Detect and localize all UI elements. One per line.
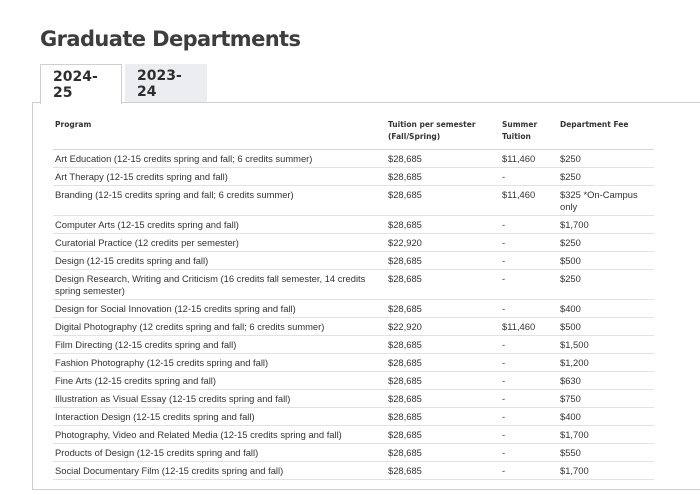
cell-tuition: $28,685 xyxy=(386,407,500,426)
cell-program: Branding (12-15 credits spring and fall;… xyxy=(53,185,386,216)
cell-tuition: $28,685 xyxy=(386,461,500,480)
table-row: Products of Design (12-15 credits spring… xyxy=(53,443,654,462)
cell-program: Film Directing (12-15 credits spring and… xyxy=(53,335,386,354)
cell-department-fee: $325 *On-Campus only xyxy=(558,185,654,216)
column-header-summer-tuition: Summer Tuition xyxy=(500,117,558,150)
cell-tuition: $28,685 xyxy=(386,335,500,354)
cell-summer-tuition: - xyxy=(500,461,558,480)
cell-program: Art Education (12-15 credits spring and … xyxy=(53,149,386,168)
tuition-table: Program Tuition per semester (Fall/Sprin… xyxy=(53,117,654,480)
cell-summer-tuition: $11,460 xyxy=(500,185,558,216)
table-row: Computer Arts (12-15 credits spring and … xyxy=(53,215,654,234)
column-header-department-fee: Department Fee xyxy=(558,117,654,150)
cell-summer-tuition: - xyxy=(500,425,558,444)
cell-department-fee: $1,700 xyxy=(558,215,654,234)
page-title: Graduate Departments xyxy=(40,27,301,51)
cell-summer-tuition: - xyxy=(500,269,558,300)
column-header-tuition: Tuition per semester (Fall/Spring) xyxy=(386,117,500,150)
cell-program: Art Therapy (12-15 credits spring and fa… xyxy=(53,167,386,186)
cell-department-fee: $250 xyxy=(558,149,654,168)
table-row: Illustration as Visual Essay (12-15 cred… xyxy=(53,389,654,408)
cell-summer-tuition: - xyxy=(500,215,558,234)
cell-tuition: $28,685 xyxy=(386,353,500,372)
cell-program: Design (12-15 credits spring and fall) xyxy=(53,251,386,270)
cell-program: Computer Arts (12-15 credits spring and … xyxy=(53,215,386,234)
cell-department-fee: $550 xyxy=(558,443,654,462)
cell-summer-tuition: - xyxy=(500,167,558,186)
cell-department-fee: $500 xyxy=(558,317,654,336)
cell-program: Design Research, Writing and Criticism (… xyxy=(53,269,386,300)
cell-program: Curatorial Practice (12 credits per seme… xyxy=(53,233,386,252)
table-row: Design (12-15 credits spring and fall) $2… xyxy=(53,251,654,270)
tab-2024-25[interactable]: 2024-25 xyxy=(40,64,122,104)
cell-summer-tuition: - xyxy=(500,233,558,252)
table-row: Art Education (12-15 credits spring and … xyxy=(53,149,654,168)
tuition-panel: Program Tuition per semester (Fall/Sprin… xyxy=(32,102,700,490)
cell-department-fee: $1,700 xyxy=(558,425,654,444)
cell-department-fee: $1,500 xyxy=(558,335,654,354)
cell-tuition: $28,685 xyxy=(386,269,500,300)
cell-department-fee: $250 xyxy=(558,167,654,186)
cell-summer-tuition: $11,460 xyxy=(500,149,558,168)
cell-tuition: $28,685 xyxy=(386,149,500,168)
table-header-row: Program Tuition per semester (Fall/Sprin… xyxy=(53,117,654,150)
cell-summer-tuition: - xyxy=(500,371,558,390)
cell-program: Social Documentary Film (12-15 credits s… xyxy=(53,461,386,480)
cell-tuition: $28,685 xyxy=(386,389,500,408)
table-row: Design for Social Innovation (12-15 cred… xyxy=(53,299,654,318)
cell-program: Products of Design (12-15 credits spring… xyxy=(53,443,386,462)
cell-tuition: $28,685 xyxy=(386,167,500,186)
cell-department-fee: $1,200 xyxy=(558,353,654,372)
cell-program: Interaction Design (12-15 credits spring… xyxy=(53,407,386,426)
column-header-program: Program xyxy=(53,117,386,150)
year-tabs: 2024-25 2023-24 xyxy=(40,64,207,104)
table-row: Branding (12-15 credits spring and fall;… xyxy=(53,185,654,216)
cell-summer-tuition: - xyxy=(500,353,558,372)
cell-tuition: $28,685 xyxy=(386,425,500,444)
cell-tuition: $28,685 xyxy=(386,443,500,462)
table-row: Curatorial Practice (12 credits per seme… xyxy=(53,233,654,252)
tab-2023-24[interactable]: 2023-24 xyxy=(125,64,207,103)
cell-department-fee: $250 xyxy=(558,269,654,300)
cell-program: Illustration as Visual Essay (12-15 cred… xyxy=(53,389,386,408)
cell-tuition: $28,685 xyxy=(386,215,500,234)
cell-tuition: $28,685 xyxy=(386,371,500,390)
cell-department-fee: $400 xyxy=(558,407,654,426)
cell-tuition: $28,685 xyxy=(386,185,500,216)
cell-department-fee: $1,700 xyxy=(558,461,654,480)
cell-summer-tuition: - xyxy=(500,299,558,318)
cell-summer-tuition: - xyxy=(500,251,558,270)
table-row: Interaction Design (12-15 credits spring… xyxy=(53,407,654,426)
cell-program: Photography, Video and Related Media (12… xyxy=(53,425,386,444)
cell-department-fee: $630 xyxy=(558,371,654,390)
cell-program: Fashion Photography (12-15 credits sprin… xyxy=(53,353,386,372)
table-row: Digital Photography (12 credits spring a… xyxy=(53,317,654,336)
cell-program: Design for Social Innovation (12-15 cred… xyxy=(53,299,386,318)
cell-summer-tuition: - xyxy=(500,443,558,462)
cell-tuition: $28,685 xyxy=(386,251,500,270)
cell-summer-tuition: - xyxy=(500,407,558,426)
table-row: Design Research, Writing and Criticism (… xyxy=(53,269,654,300)
cell-department-fee: $500 xyxy=(558,251,654,270)
cell-tuition: $22,920 xyxy=(386,317,500,336)
cell-department-fee: $400 xyxy=(558,299,654,318)
cell-department-fee: $750 xyxy=(558,389,654,408)
cell-summer-tuition: - xyxy=(500,335,558,354)
cell-summer-tuition: - xyxy=(500,389,558,408)
cell-summer-tuition: $11,460 xyxy=(500,317,558,336)
table-row: Film Directing (12-15 credits spring and… xyxy=(53,335,654,354)
cell-tuition: $22,920 xyxy=(386,233,500,252)
table-row: Fine Arts (12-15 credits spring and fall… xyxy=(53,371,654,390)
table-row: Art Therapy (12-15 credits spring and fa… xyxy=(53,167,654,186)
table-row: Social Documentary Film (12-15 credits s… xyxy=(53,461,654,480)
cell-department-fee: $250 xyxy=(558,233,654,252)
table-row: Fashion Photography (12-15 credits sprin… xyxy=(53,353,654,372)
cell-program: Fine Arts (12-15 credits spring and fall… xyxy=(53,371,386,390)
table-row: Photography, Video and Related Media (12… xyxy=(53,425,654,444)
cell-tuition: $28,685 xyxy=(386,299,500,318)
cell-program: Digital Photography (12 credits spring a… xyxy=(53,317,386,336)
